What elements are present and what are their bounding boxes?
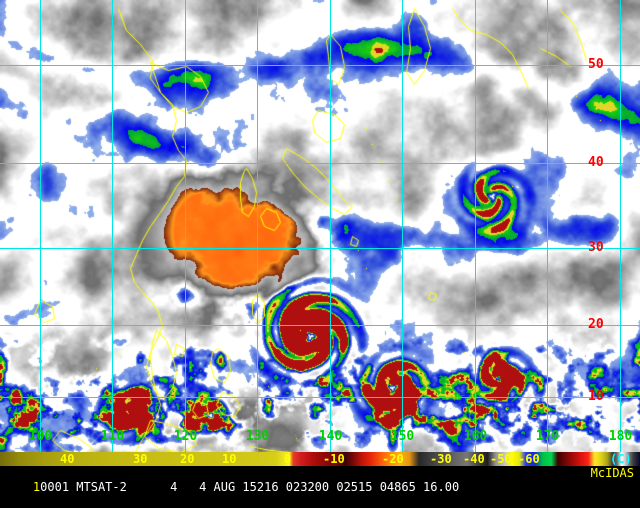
- latitude-label-40: 40: [588, 155, 604, 170]
- longitude-label-150: 150: [390, 429, 415, 444]
- longitude-label-130: 130: [245, 429, 270, 444]
- latitude-label-10: 10: [588, 389, 604, 404]
- latitude-label-30: 30: [588, 240, 604, 255]
- colorbar-tick-30: 30: [133, 452, 148, 466]
- colorbar-tick-minus60: -60: [518, 452, 540, 466]
- temperature-colorbar[interactable]: 40 30 20 10 0 -10 -20 -30 -40 -50 -60 (C): [0, 452, 640, 466]
- grid-line-latitude-40: [0, 163, 640, 164]
- colorbar-tick-minus30: -30: [430, 452, 452, 466]
- satellite-image-canvas: [0, 0, 640, 456]
- longitude-label-120: 120: [173, 429, 198, 444]
- grid-line-longitude-180: [620, 0, 621, 456]
- grid-line-longitude-170: [547, 0, 548, 456]
- longitude-label-100: 100: [28, 429, 53, 444]
- latitude-label-50: 50: [588, 57, 604, 72]
- status-text: 0001 MTSAT-2 4 4 AUG 15216 023200 02515 …: [40, 480, 460, 494]
- satellite-image-panel[interactable]: 50 40 30 20 10 100 110 120 130 140 150 160 170 180: [0, 0, 640, 456]
- grid-line-latitude-50: [0, 65, 640, 66]
- grid-line-longitude-130: [257, 0, 258, 456]
- grid-line-longitude-150: [402, 0, 403, 456]
- grid-line-latitude-30: [0, 248, 640, 249]
- status-bar: 10001 MTSAT-2 4 4 AUG 15216 023200 02515…: [0, 466, 640, 494]
- mcidas-brand-label: McIDAS: [590, 466, 634, 480]
- latitude-label-20: 20: [588, 317, 604, 332]
- longitude-label-110: 110: [100, 429, 125, 444]
- colorbar-tick-20: 20: [180, 452, 195, 466]
- colorbar-tick-0: 0: [284, 452, 292, 466]
- colorbar-tick-C: (C): [610, 452, 632, 466]
- colorbar-tick-minus40: -40: [463, 452, 485, 466]
- mcidas-satellite-window: 50 40 30 20 10 100 110 120 130 140 150 160 170 180 4…: [0, 0, 640, 494]
- grid-line-longitude-110: [112, 0, 113, 456]
- colorbar-tick-minus20: -20: [382, 452, 404, 466]
- colorbar-tick-minus10: -10: [323, 452, 345, 466]
- grid-line-longitude-140: [330, 0, 331, 456]
- longitude-label-160: 160: [463, 429, 488, 444]
- grid-line-longitude-120: [185, 0, 186, 456]
- colorbar-tick-10: 10: [222, 452, 237, 466]
- longitude-label-170: 170: [535, 429, 560, 444]
- grid-line-longitude-160: [475, 0, 476, 456]
- grid-line-latitude-10: [0, 397, 640, 398]
- colorbar-tick-minus50: -50: [490, 452, 512, 466]
- frame-number: 1: [32, 480, 41, 494]
- colorbar-gradient: [0, 452, 640, 466]
- longitude-label-180: 180: [608, 429, 633, 444]
- grid-line-longitude-100: [40, 0, 41, 456]
- colorbar-tick-40: 40: [60, 452, 75, 466]
- grid-line-latitude-20: [0, 325, 640, 326]
- longitude-label-140: 140: [318, 429, 343, 444]
